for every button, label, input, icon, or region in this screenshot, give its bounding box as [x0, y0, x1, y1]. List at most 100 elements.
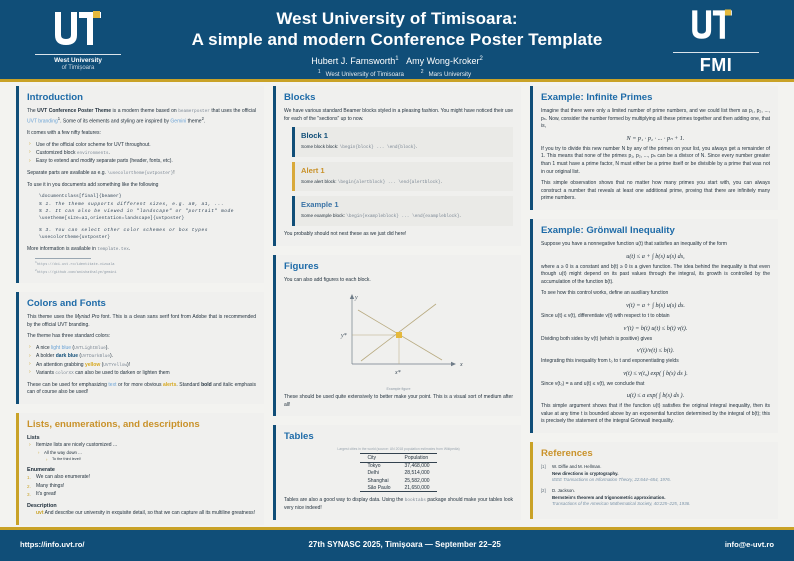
c2-code: UVTDarkBlue [81, 354, 111, 360]
subhead-enumerate: Enumerate [27, 466, 55, 473]
block-title-gronwall: Example: Grönwall Inequality [541, 224, 675, 236]
gronwall-paragraph-8: This simple argument shows that if the f… [541, 403, 770, 425]
reference-authors: W. Diffie and M. Hellman. [552, 464, 602, 470]
intro-p3-a: Separate parts are available as e.g. [27, 169, 108, 176]
code-line-4: \usetheme[size=a1,orientation=landscape]… [39, 216, 185, 222]
footer-email[interactable]: info@e-uvt.ro [724, 539, 774, 549]
c4-b: can also be used to darken or lighten th… [73, 369, 170, 376]
gronwall-equation-1: u(t) ≤ a + ∫ b(s) u(s) ds, [626, 252, 685, 260]
b3-a: Some example block: [301, 213, 347, 219]
list-item: All the way down ... To the third level! [36, 450, 256, 463]
b2-mid: ... [385, 179, 399, 185]
inner-block-alert-body: Some alert block: \begin{alertblock} ...… [301, 179, 507, 187]
block-introduction: Introduction The UVT Conference Poster T… [16, 86, 264, 284]
primes-paragraph-3: This simple observation shows that no ma… [541, 180, 770, 202]
swatch-yellow: yellow [84, 361, 101, 368]
intro-paragraph-5: More information is available in templat… [27, 246, 256, 254]
footnote-2[interactable]: 2https://github.com/anishathalye/gemini [35, 268, 117, 275]
enumerate-list: We can also enumerate! Many things! It's… [27, 474, 256, 498]
colors-paragraph-1: This theme uses the Myriad Pro font. Thi… [27, 314, 256, 329]
svg-text:y*: y* [340, 333, 347, 339]
b3-end-code: \end{exampleblock} [412, 214, 460, 220]
gronwall-equation-6: u(t) ≤ a exp( ∫ b(s) ds ). [626, 392, 685, 400]
feat2-a: Customized block [36, 149, 77, 156]
primes-equation: N = p₁ · p₂ · ... · pₙ + 1. [626, 134, 685, 142]
block-title-primes: Example: Infinite Primes [541, 92, 653, 103]
itemize-list-level3: To the third level! [44, 457, 256, 463]
reference-authors: D. Jackson. [552, 487, 575, 493]
uvt-logo-left: West University of Timișoara [18, 9, 138, 73]
header-center: West University of Timisoara: A simple a… [138, 4, 656, 79]
block-title-figures: Figures [284, 260, 319, 272]
subhead-description: Description [27, 502, 57, 509]
author-2: Amy Wong-Kroker [406, 56, 480, 67]
code-line-2: % 1. The theme supports different sizes,… [39, 201, 225, 207]
intro-fn-1: 1 [57, 115, 61, 121]
c2-b: ( [77, 353, 82, 360]
description-item: uvt And describe our university in exqui… [27, 510, 256, 518]
description-text: And describe our university in exquisite… [44, 510, 256, 517]
c3-code: UVTYellow [103, 362, 128, 368]
tables-outro: Tables are also a good way to display da… [284, 497, 513, 512]
inner-block-example: Example 1 Some example block: \begin{exa… [292, 196, 513, 227]
figures-outro: These should be used quite extensively t… [284, 394, 513, 408]
gronwall-equation-4: v′(t)/v(t) ≤ b(t). [636, 347, 675, 355]
list-item: Many things! [27, 482, 65, 490]
reference-venue: Transactions of the American Mathematica… [552, 501, 691, 507]
table-wrapper: Largest cities in the world (source: UN … [284, 447, 513, 493]
intro-link-branding[interactable]: UVT branding [27, 118, 58, 125]
gronwall-paragraph-4: Since u(t) ≤ v(t), differentiate v(t) wi… [541, 312, 670, 319]
author-1: Hubert J. Farnsworth [311, 56, 396, 67]
blocks-intro: We have various standard Beamer blocks s… [284, 108, 513, 122]
colors-list: A nice light blue (UVTLightBlue). A bold… [27, 344, 256, 378]
c3-b: ( [100, 361, 104, 368]
colors-paragraph-3: These can be used for emphasizing text o… [27, 382, 256, 397]
intro-paragraph-4: To use it in you documents add something… [27, 181, 159, 188]
author-2-mark: 2 [479, 56, 483, 63]
feat2-b: . [108, 149, 110, 156]
b3-mid: ... [398, 214, 413, 220]
footer-url[interactable]: https://info.uvt.ro/ [20, 539, 85, 549]
gronwall-equation-2: v(t) = a + ∫ b(s) u(s) ds. [626, 301, 685, 309]
description-term: uvt [36, 510, 44, 517]
table-body: Tokyo 37,468,000 Delhi 28,514,000 Shangh… [360, 462, 437, 493]
column-right: Example: Infinite Primes Imagine that th… [530, 86, 778, 526]
p3-a: These can be used for emphasizing [27, 381, 109, 388]
b2-b: . [440, 178, 442, 184]
table-row: Delhi 28,514,000 [360, 470, 436, 477]
emph-bold: bold [201, 381, 212, 388]
poster-columns: Introduction The UVT Conference Poster T… [0, 86, 794, 526]
cell-city: Shanghai [367, 477, 389, 484]
c4-code: colorXX [55, 370, 74, 376]
emph-text: text [108, 381, 117, 388]
reference-text: D. Jackson. Bernstein's theorem and trig… [552, 488, 690, 508]
intro-beamerposter-code: beamerposter [178, 109, 210, 114]
list-item: Easy to extend and modify separate parts… [27, 158, 256, 166]
gronwall-paragraph-7: Since v(t₀) = a and u(t) ≤ v(t), we conc… [541, 380, 645, 387]
list-item: A nice light blue (UVTLightBlue). [27, 344, 256, 353]
table-row: São Paulo 21,650,000 [360, 484, 437, 493]
list-item-label: Itemize lists are nicely customized ... [36, 442, 118, 449]
c1-c: ). [105, 344, 109, 351]
p3-c: . Standard [176, 381, 202, 388]
block-gronwall: Example: Grönwall Inequality Suppose you… [530, 218, 778, 434]
block-blocks: Blocks We have various standard Beamer b… [273, 86, 521, 246]
intro-link-gemini[interactable]: Gemini [170, 118, 187, 125]
gronwall-paragraph-6: Integrating this inequality from t₀ to t… [541, 358, 679, 365]
footnote-1[interactable]: 1https://dci.uvt.ro/identitate-vizuala [35, 261, 115, 268]
intro-p3-b: ! [173, 169, 175, 176]
c2-c: ). [110, 353, 114, 360]
itemize-list: Itemize lists are nicely customized ... … [27, 442, 256, 463]
affiliation-list: 1 West University of Timisoara 2 Mars Univ… [138, 69, 656, 78]
logo-left-text: West University of Timișoara [54, 57, 102, 73]
fmi-logo-right: FMI [656, 7, 776, 76]
block-title-references: References [541, 448, 593, 460]
gronwall-equation-5: v(t) ≤ v(t₀) exp( ∫ b(s) ds ). [623, 369, 688, 377]
cell-city: Tokyo [367, 463, 381, 470]
c1-a: A nice [36, 344, 52, 351]
colors-font-name: Myriad Pro [74, 314, 100, 321]
reference-title: Bernstein's theorem and trigonometric ap… [552, 494, 666, 500]
booktabs-code: booktabs [404, 498, 426, 504]
svg-text:x: x [459, 362, 463, 368]
affiliation-1: West University of Timisoara [325, 71, 404, 79]
